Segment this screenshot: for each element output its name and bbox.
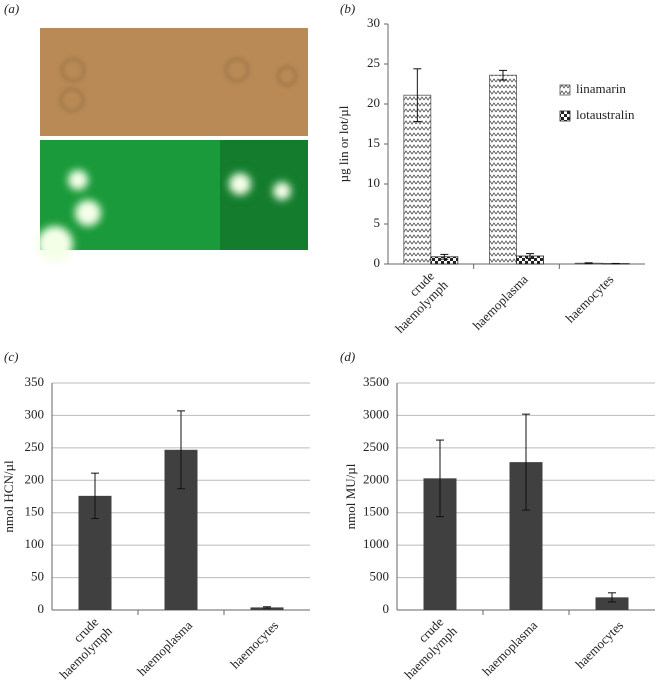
y-axis-label: nmol MU/µl: [343, 463, 358, 529]
panel-label: (d): [340, 349, 355, 364]
y-tick-label: 350: [25, 374, 45, 389]
error-bar: [263, 606, 271, 609]
y-tick-label: 30: [367, 15, 380, 30]
y-tick-label: 1500: [363, 504, 389, 519]
y-tick-label: 15: [367, 135, 380, 150]
y-tick-label: 300: [25, 406, 45, 421]
legend-label: linamarin: [576, 81, 626, 96]
x-tick-label: haemoplasma: [134, 617, 195, 678]
y-tick-label: 0: [374, 255, 381, 270]
error-bar: [584, 262, 593, 265]
y-tick-label: 0: [383, 601, 390, 616]
bar: [250, 607, 284, 610]
x-tick-label: crude haemolymph: [390, 612, 460, 682]
x-tick-label: crude haemolymph: [381, 266, 451, 336]
y-tick-label: 20: [367, 95, 380, 110]
y-tick-label: 25: [367, 55, 380, 70]
error-bar: [436, 439, 444, 518]
micrograph-fluorescence: [37, 140, 308, 262]
micrograph-brightfield: [40, 28, 308, 136]
error-bar: [177, 410, 185, 490]
y-tick-label: 10: [367, 175, 380, 190]
y-axis-label: µg lin or lot/µl: [336, 105, 351, 182]
legend-label: lotaustralin: [576, 107, 635, 122]
error-bar: [522, 413, 530, 511]
panel-label: (a): [4, 1, 19, 16]
x-tick-label: haemocytes: [227, 618, 281, 672]
y-tick-label: 50: [31, 569, 44, 584]
bar: [595, 597, 629, 610]
error-bar: [526, 253, 534, 259]
error-bar: [440, 253, 449, 260]
y-tick-label: 200: [25, 471, 45, 486]
y-tick-label: 3000: [363, 406, 389, 421]
error-bar: [91, 472, 99, 520]
x-tick-label: haemocytes: [562, 272, 616, 326]
error-bar: [608, 592, 616, 603]
panel-label: (b): [340, 1, 355, 16]
y-axis-label: nmol HCN/µl: [1, 460, 16, 533]
y-tick-label: 100: [25, 536, 45, 551]
y-tick-label: 500: [370, 569, 390, 584]
error-bar: [413, 68, 422, 123]
x-tick-label: haemocytes: [572, 618, 626, 672]
y-tick-label: 5: [374, 215, 381, 230]
x-tick-label: haemoplasma: [479, 617, 540, 678]
y-tick-label: 1000: [363, 536, 389, 551]
x-tick-label: haemoplasma: [470, 271, 531, 332]
y-tick-label: 3500: [363, 374, 389, 389]
legend-swatch: [559, 110, 571, 122]
y-tick-label: 0: [38, 601, 45, 616]
bar: [403, 94, 432, 265]
y-tick-label: 2500: [363, 439, 389, 454]
legend-swatch: [559, 84, 571, 96]
bar: [489, 74, 517, 265]
x-tick-label: crude haemolymph: [45, 612, 115, 682]
y-tick-label: 2000: [363, 471, 389, 486]
y-tick-label: 250: [25, 439, 45, 454]
y-tick-label: 150: [25, 504, 45, 519]
panel-label: (c): [4, 349, 18, 364]
error-bar: [499, 69, 507, 81]
